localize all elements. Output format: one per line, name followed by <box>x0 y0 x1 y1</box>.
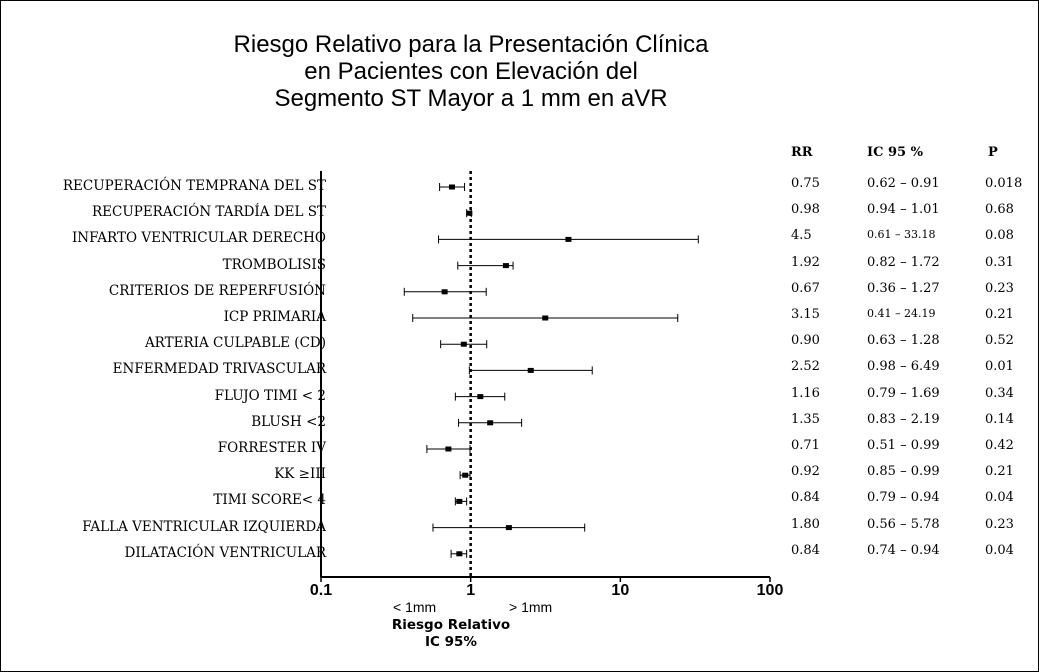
rr-point <box>477 394 484 400</box>
rr-point <box>456 551 463 557</box>
rr-value: 2.52 <box>791 359 820 375</box>
p-value: 0.31 <box>985 254 1014 270</box>
x-axis-title-line-2: IC 95% <box>425 634 477 650</box>
ic-value: 0.83 – 2.19 <box>867 411 940 427</box>
row-label: ICP PRIMARIA <box>223 309 326 325</box>
row-label: RECUPERACIÓN TARDÍA DEL ST <box>92 204 326 221</box>
x-axis-title: Riesgo Relativo IC 95% <box>351 617 551 651</box>
row-label: CRITERIOS DE REPERFUSIÓN <box>108 282 326 299</box>
column-header-ic: IC 95 % <box>867 145 923 160</box>
ic-value: 0.79 – 1.69 <box>867 385 940 401</box>
ic-value: 0.79 – 0.94 <box>867 490 940 506</box>
rr-point <box>502 263 509 269</box>
rr-value: 1.80 <box>791 516 820 532</box>
row-label: BLUSH <2 <box>251 413 326 430</box>
x-tick-label: 0.1 <box>310 582 332 599</box>
rr-value: 0.71 <box>791 438 820 453</box>
row-label: ARTERIA CULPABLE (CD) <box>144 335 326 352</box>
row-label: ENFERMEDAD TRIVASCULAR <box>112 361 326 378</box>
row-label: RECUPERACIÓN TEMPRANA DEL ST <box>62 178 326 194</box>
title-line-1: Riesgo Relativo para la Presentación Clí… <box>233 31 709 58</box>
rr-value: 0.98 <box>791 202 820 218</box>
ic-value: 0.36 – 1.27 <box>867 280 940 296</box>
p-value: 0.42 <box>985 438 1014 453</box>
rr-value: 1.16 <box>791 385 820 401</box>
column-header-p: P <box>988 145 998 160</box>
x-tick-label: 10 <box>611 582 629 599</box>
rr-value: 3.15 <box>791 307 820 322</box>
row-label: TIMI SCORE< 4 <box>213 492 326 509</box>
rr-value: 0.92 <box>791 464 820 480</box>
rr-value: 1.35 <box>791 411 820 427</box>
rr-point <box>460 341 467 347</box>
direction-label-right: > 1mm <box>509 599 553 615</box>
rr-value: 0.67 <box>791 280 820 296</box>
rr-point <box>448 184 455 190</box>
row-label: INFARTO VENTRICULAR DERECHO <box>71 230 326 247</box>
title-line-2: en Pacientes con Elevación del <box>304 58 638 85</box>
p-value: 0.04 <box>985 542 1014 558</box>
chart-title: Riesgo Relativo para la Presentación Clí… <box>151 31 791 112</box>
column-header-rr: RR <box>791 145 813 160</box>
ic-value: 0.56 – 5.78 <box>867 516 940 532</box>
rr-point <box>466 210 473 216</box>
ic-value: 0.41 – 24.19 <box>867 307 936 320</box>
p-value: 0.04 <box>985 490 1014 506</box>
row-label: FORRESTER IV <box>217 440 326 456</box>
row-label: DILATACIÓN VENTRICULAR <box>124 544 327 561</box>
p-value: 0.52 <box>985 333 1014 349</box>
p-value: 0.14 <box>985 411 1014 427</box>
p-value: 0.01 <box>985 359 1014 375</box>
ic-value: 0.63 – 1.28 <box>867 333 940 349</box>
p-value: 0.21 <box>985 464 1014 480</box>
p-value: 0.23 <box>985 280 1014 296</box>
rr-value: 0.84 <box>791 542 820 558</box>
row-label: FLUJO TIMI < 2 <box>214 387 326 404</box>
ic-value: 0.94 – 1.01 <box>867 202 940 218</box>
rr-point <box>456 498 463 504</box>
p-value: 0.23 <box>985 516 1014 532</box>
rr-value: 0.84 <box>791 490 820 506</box>
rr-point <box>542 315 549 321</box>
rr-value: 0.75 <box>791 176 820 191</box>
ic-value: 0.51 – 0.99 <box>867 438 940 453</box>
ic-value: 0.74 – 0.94 <box>867 542 940 558</box>
rr-point <box>565 236 572 242</box>
p-value: 0.08 <box>985 228 1014 244</box>
rr-point <box>462 472 469 478</box>
title-line-3: Segmento ST Mayor a 1 mm en aVR <box>274 85 668 112</box>
rr-value: 4.5 <box>791 228 812 244</box>
row-label: FALLA VENTRICULAR IZQUIERDA <box>82 518 326 535</box>
ic-value: 0.61 – 33.18 <box>867 228 936 242</box>
x-axis-title-line-1: Riesgo Relativo <box>391 617 511 633</box>
rr-point <box>441 289 448 295</box>
ic-value: 0.98 – 6.49 <box>867 359 940 375</box>
p-value: 0.68 <box>985 202 1014 218</box>
x-tick-label: 100 <box>757 582 784 599</box>
p-value: 0.018 <box>985 176 1023 191</box>
ic-value: 0.85 – 0.99 <box>867 464 940 480</box>
p-value: 0.21 <box>985 307 1014 322</box>
ic-value: 0.62 – 0.91 <box>867 176 940 191</box>
rr-value: 1.92 <box>791 254 820 270</box>
x-tick-label: 1 <box>466 582 475 599</box>
rr-point <box>505 525 512 531</box>
rr-point <box>445 446 452 452</box>
rr-point <box>527 367 534 373</box>
rr-value: 0.90 <box>791 333 820 349</box>
direction-label-left: < 1mm <box>393 599 437 615</box>
row-label: TROMBOLISIS <box>222 256 326 273</box>
p-value: 0.34 <box>985 385 1014 401</box>
rr-point <box>487 420 494 426</box>
row-label: KK ≥III <box>274 466 326 483</box>
ic-value: 0.82 – 1.72 <box>867 254 940 270</box>
